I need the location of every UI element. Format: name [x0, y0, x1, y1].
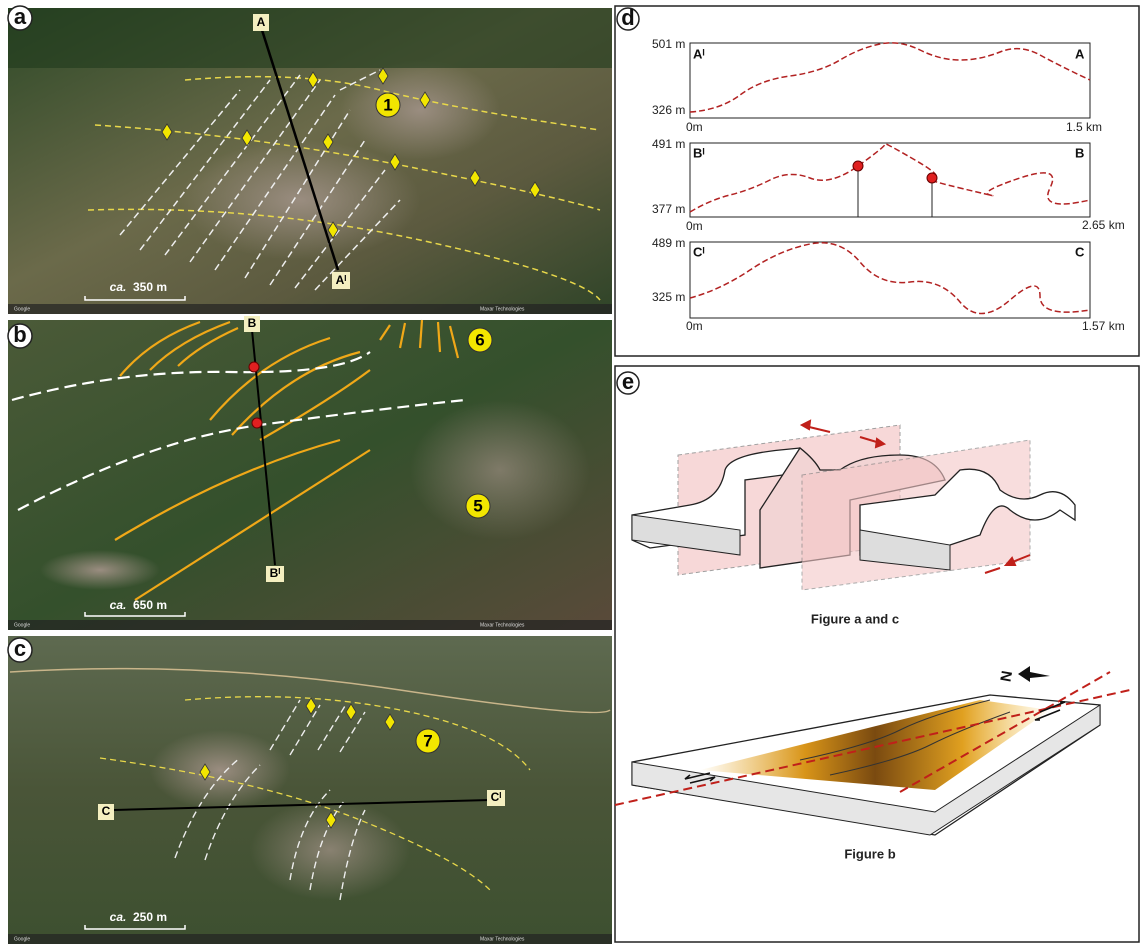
- scale-value: 250 m: [133, 910, 167, 924]
- elevation-max: 501 m: [652, 37, 685, 51]
- marker: 1: [383, 95, 392, 114]
- panel-label: d: [621, 5, 634, 30]
- panel-label: e: [622, 369, 634, 394]
- elevation-max: 489 m: [652, 236, 685, 250]
- panel-label: b: [13, 322, 26, 347]
- scale-prefix: ca.: [110, 910, 127, 924]
- profile-right: B: [1075, 145, 1084, 160]
- intersection: [249, 362, 259, 372]
- section-start: B: [248, 316, 257, 330]
- panel-e: e Figure a and c N Figure b: [615, 366, 1139, 942]
- section-start: C: [102, 804, 111, 818]
- source: Maxar Technologies: [480, 306, 525, 312]
- forest: [8, 8, 612, 68]
- panel-label: c: [14, 636, 26, 661]
- section-start: A: [257, 15, 266, 29]
- distance-start: 0m: [686, 319, 703, 333]
- profile-left: Cᴵ: [693, 244, 705, 259]
- rock-outcrop: [150, 730, 290, 810]
- source: Maxar Technologies: [480, 936, 525, 942]
- credit: Google: [14, 936, 30, 942]
- panel-label: a: [14, 4, 27, 29]
- source: Maxar Technologies: [480, 622, 525, 628]
- distance-start: 0m: [686, 120, 703, 134]
- elevation-min: 326 m: [652, 103, 685, 117]
- distance-start: 0m: [686, 219, 703, 233]
- scale-value: 350 m: [133, 280, 167, 294]
- scale-value: 650 m: [133, 598, 167, 612]
- panel-a: A Aᴵ 1 a ca. 350 m Google Maxar Technolo…: [8, 4, 612, 314]
- intersection: [853, 161, 863, 171]
- profile-right: A: [1075, 46, 1085, 61]
- marker: 7: [423, 731, 432, 750]
- profile-right: C: [1075, 244, 1085, 259]
- marker: 6: [475, 330, 484, 349]
- profile-left: Aᴵ: [693, 46, 705, 61]
- distance-end: 2.65 km: [1082, 218, 1125, 232]
- section-end: Bᴵ: [270, 566, 281, 580]
- caption: Figure b: [844, 846, 895, 861]
- rock-outcrop: [40, 550, 160, 590]
- intersection: [927, 173, 937, 183]
- credit: Google: [14, 306, 30, 312]
- section-end: Aᴵ: [336, 273, 347, 287]
- elevation-min: 325 m: [652, 290, 685, 304]
- caption: Figure a and c: [811, 611, 899, 626]
- panel-c: C Cᴵ 7 c ca. 250 m Google Maxar Technolo…: [8, 636, 612, 944]
- credit: Google: [14, 622, 30, 628]
- figure: A Aᴵ 1 a ca. 350 m Google Maxar Technolo…: [0, 0, 1144, 944]
- rock-outcrop: [410, 400, 590, 540]
- distance-end: 1.57 km: [1082, 319, 1125, 333]
- profile-left: Bᴵ: [693, 145, 705, 160]
- rock-outcrop: [180, 140, 420, 260]
- intersection: [252, 418, 262, 428]
- panel-d: d Aᴵ A 501 m 326 m 0m 1.5 km Bᴵ B 491 m …: [615, 5, 1139, 356]
- marker: 5: [473, 496, 482, 515]
- distance-end: 1.5 km: [1066, 120, 1102, 134]
- elevation-min: 377 m: [652, 202, 685, 216]
- page: A Aᴵ 1 a ca. 350 m Google Maxar Technolo…: [0, 0, 1144, 944]
- elevation-max: 491 m: [652, 137, 685, 151]
- panel-b: B Bᴵ 6 5 b ca. 650 m Google Maxar Techno…: [8, 316, 612, 630]
- section-end: Cᴵ: [491, 790, 502, 804]
- scale-prefix: ca.: [110, 598, 127, 612]
- scale-prefix: ca.: [110, 280, 127, 294]
